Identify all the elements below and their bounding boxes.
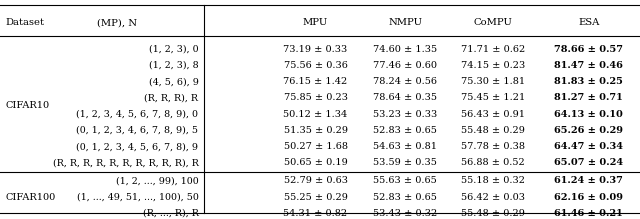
Text: 53.59 ± 0.35: 53.59 ± 0.35	[373, 158, 437, 167]
Text: 57.78 ± 0.38: 57.78 ± 0.38	[461, 142, 525, 151]
Text: 56.88 ± 0.52: 56.88 ± 0.52	[461, 158, 525, 167]
Text: (1, 2, ..., 99), 100: (1, 2, ..., 99), 100	[116, 176, 198, 185]
Text: 78.64 ± 0.35: 78.64 ± 0.35	[373, 93, 437, 102]
Text: 50.12 ± 1.34: 50.12 ± 1.34	[284, 110, 348, 119]
Text: 52.83 ± 0.65: 52.83 ± 0.65	[373, 193, 437, 202]
Text: (R, ..., R), R: (R, ..., R), R	[143, 209, 198, 218]
Text: 56.42 ± 0.03: 56.42 ± 0.03	[461, 193, 525, 202]
Text: NMPU: NMPU	[388, 18, 422, 27]
Text: 52.83 ± 0.65: 52.83 ± 0.65	[373, 126, 437, 135]
Text: 74.15 ± 0.23: 74.15 ± 0.23	[461, 61, 525, 70]
Text: 55.18 ± 0.32: 55.18 ± 0.32	[461, 176, 525, 185]
Text: CIFAR100: CIFAR100	[5, 193, 56, 202]
Text: (MP), N: (MP), N	[97, 18, 137, 27]
Text: 56.43 ± 0.91: 56.43 ± 0.91	[461, 110, 525, 119]
Text: (R, R, R, R, R, R, R, R, R, R), R: (R, R, R, R, R, R, R, R, R, R), R	[52, 158, 198, 167]
Text: 75.30 ± 1.81: 75.30 ± 1.81	[461, 77, 525, 86]
Text: 75.85 ± 0.23: 75.85 ± 0.23	[284, 93, 348, 102]
Text: 74.60 ± 1.35: 74.60 ± 1.35	[373, 45, 437, 54]
Text: 55.25 ± 0.29: 55.25 ± 0.29	[284, 193, 348, 202]
Text: 78.66 ± 0.57: 78.66 ± 0.57	[554, 45, 623, 54]
Text: 64.13 ± 0.10: 64.13 ± 0.10	[554, 110, 623, 119]
Text: (4, 5, 6), 9: (4, 5, 6), 9	[148, 77, 198, 86]
Text: (0, 1, 2, 3, 4, 6, 7, 8, 9), 5: (0, 1, 2, 3, 4, 6, 7, 8, 9), 5	[76, 126, 198, 135]
Text: ESA: ESA	[578, 18, 600, 27]
Text: 50.27 ± 1.68: 50.27 ± 1.68	[284, 142, 348, 151]
Text: 55.48 ± 0.29: 55.48 ± 0.29	[461, 209, 525, 218]
Text: 73.19 ± 0.33: 73.19 ± 0.33	[284, 45, 348, 54]
Text: 53.43 ± 0.32: 53.43 ± 0.32	[373, 209, 437, 218]
Text: Dataset: Dataset	[5, 18, 44, 27]
Text: 65.07 ± 0.24: 65.07 ± 0.24	[554, 158, 623, 167]
Text: CoMPU: CoMPU	[474, 18, 512, 27]
Text: 71.71 ± 0.62: 71.71 ± 0.62	[461, 45, 525, 54]
Text: (R, R, R), R: (R, R, R), R	[145, 93, 198, 102]
Text: 61.24 ± 0.37: 61.24 ± 0.37	[554, 176, 623, 185]
Text: CIFAR10: CIFAR10	[5, 101, 49, 111]
Text: 54.31 ± 0.82: 54.31 ± 0.82	[284, 209, 348, 218]
Text: 77.46 ± 0.60: 77.46 ± 0.60	[373, 61, 437, 70]
Text: (0, 1, 2, 3, 4, 5, 6, 7, 8), 9: (0, 1, 2, 3, 4, 5, 6, 7, 8), 9	[76, 142, 198, 151]
Text: 55.48 ± 0.29: 55.48 ± 0.29	[461, 126, 525, 135]
Text: MPU: MPU	[303, 18, 328, 27]
Text: 75.45 ± 1.21: 75.45 ± 1.21	[461, 93, 525, 102]
Text: 54.63 ± 0.81: 54.63 ± 0.81	[373, 142, 437, 151]
Text: 62.16 ± 0.09: 62.16 ± 0.09	[554, 193, 623, 202]
Text: (1, 2, 3, 4, 5, 6, 7, 8, 9), 0: (1, 2, 3, 4, 5, 6, 7, 8, 9), 0	[76, 110, 198, 119]
Text: 78.24 ± 0.56: 78.24 ± 0.56	[373, 77, 437, 86]
Text: (1, 2, 3), 0: (1, 2, 3), 0	[148, 45, 198, 54]
Text: 52.79 ± 0.63: 52.79 ± 0.63	[284, 176, 348, 185]
Text: 64.47 ± 0.34: 64.47 ± 0.34	[554, 142, 623, 151]
Text: (1, 2, 3), 8: (1, 2, 3), 8	[148, 61, 198, 70]
Text: 81.83 ± 0.25: 81.83 ± 0.25	[554, 77, 623, 86]
Text: 55.63 ± 0.65: 55.63 ± 0.65	[373, 176, 437, 185]
Text: 76.15 ± 1.42: 76.15 ± 1.42	[284, 77, 348, 86]
Text: 61.46 ± 0.21: 61.46 ± 0.21	[554, 209, 623, 218]
Text: 81.27 ± 0.71: 81.27 ± 0.71	[554, 93, 623, 102]
Text: 65.26 ± 0.29: 65.26 ± 0.29	[554, 126, 623, 135]
Text: 75.56 ± 0.36: 75.56 ± 0.36	[284, 61, 348, 70]
Text: 81.47 ± 0.46: 81.47 ± 0.46	[554, 61, 623, 70]
Text: (1, ..., 49, 51, ..., 100), 50: (1, ..., 49, 51, ..., 100), 50	[77, 193, 198, 202]
Text: 50.65 ± 0.19: 50.65 ± 0.19	[284, 158, 348, 167]
Text: 51.35 ± 0.29: 51.35 ± 0.29	[284, 126, 348, 135]
Text: 53.23 ± 0.33: 53.23 ± 0.33	[373, 110, 437, 119]
